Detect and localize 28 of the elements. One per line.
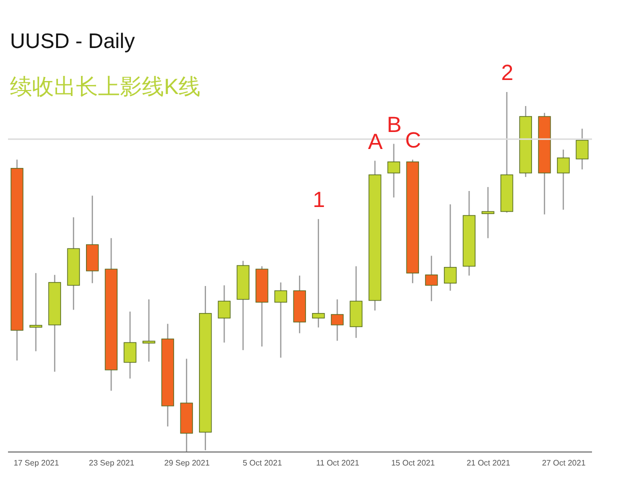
candlestick [387,143,400,198]
x-tick-label: 27 Oct 2021 [542,458,586,468]
text: B [386,112,402,137]
x-tick-label: 11 Oct 2021 [316,458,360,468]
x-tick-label: 17 Sep 2021 [14,458,60,468]
candlestick [444,204,457,292]
x-tick-label: 29 Sep 2021 [164,458,210,468]
candlestick [482,186,494,239]
x-tick-label: 5 Oct 2021 [242,458,282,468]
chart-title: UUSD - Daily [10,30,135,54]
text: C [405,128,421,153]
text: 1 [312,187,325,212]
candlestick [29,272,42,352]
text: 2 [501,60,514,85]
x-tick-label: 15 Oct 2021 [391,458,436,468]
x-tick-label: 21 Oct 2021 [466,458,511,468]
candlestick [425,255,438,302]
text: A [368,128,383,154]
candlestick [312,218,325,328]
candlestick [576,128,589,170]
candlestick [142,298,156,362]
candlestick [330,298,344,342]
candlestick [124,311,136,380]
candlestick [556,149,570,210]
candlestick [274,282,288,358]
chart-subtitle: 续收出长上影线K线 [10,73,201,101]
x-tick-label: 23 Sep 2021 [88,458,135,468]
candlestick [218,284,231,344]
